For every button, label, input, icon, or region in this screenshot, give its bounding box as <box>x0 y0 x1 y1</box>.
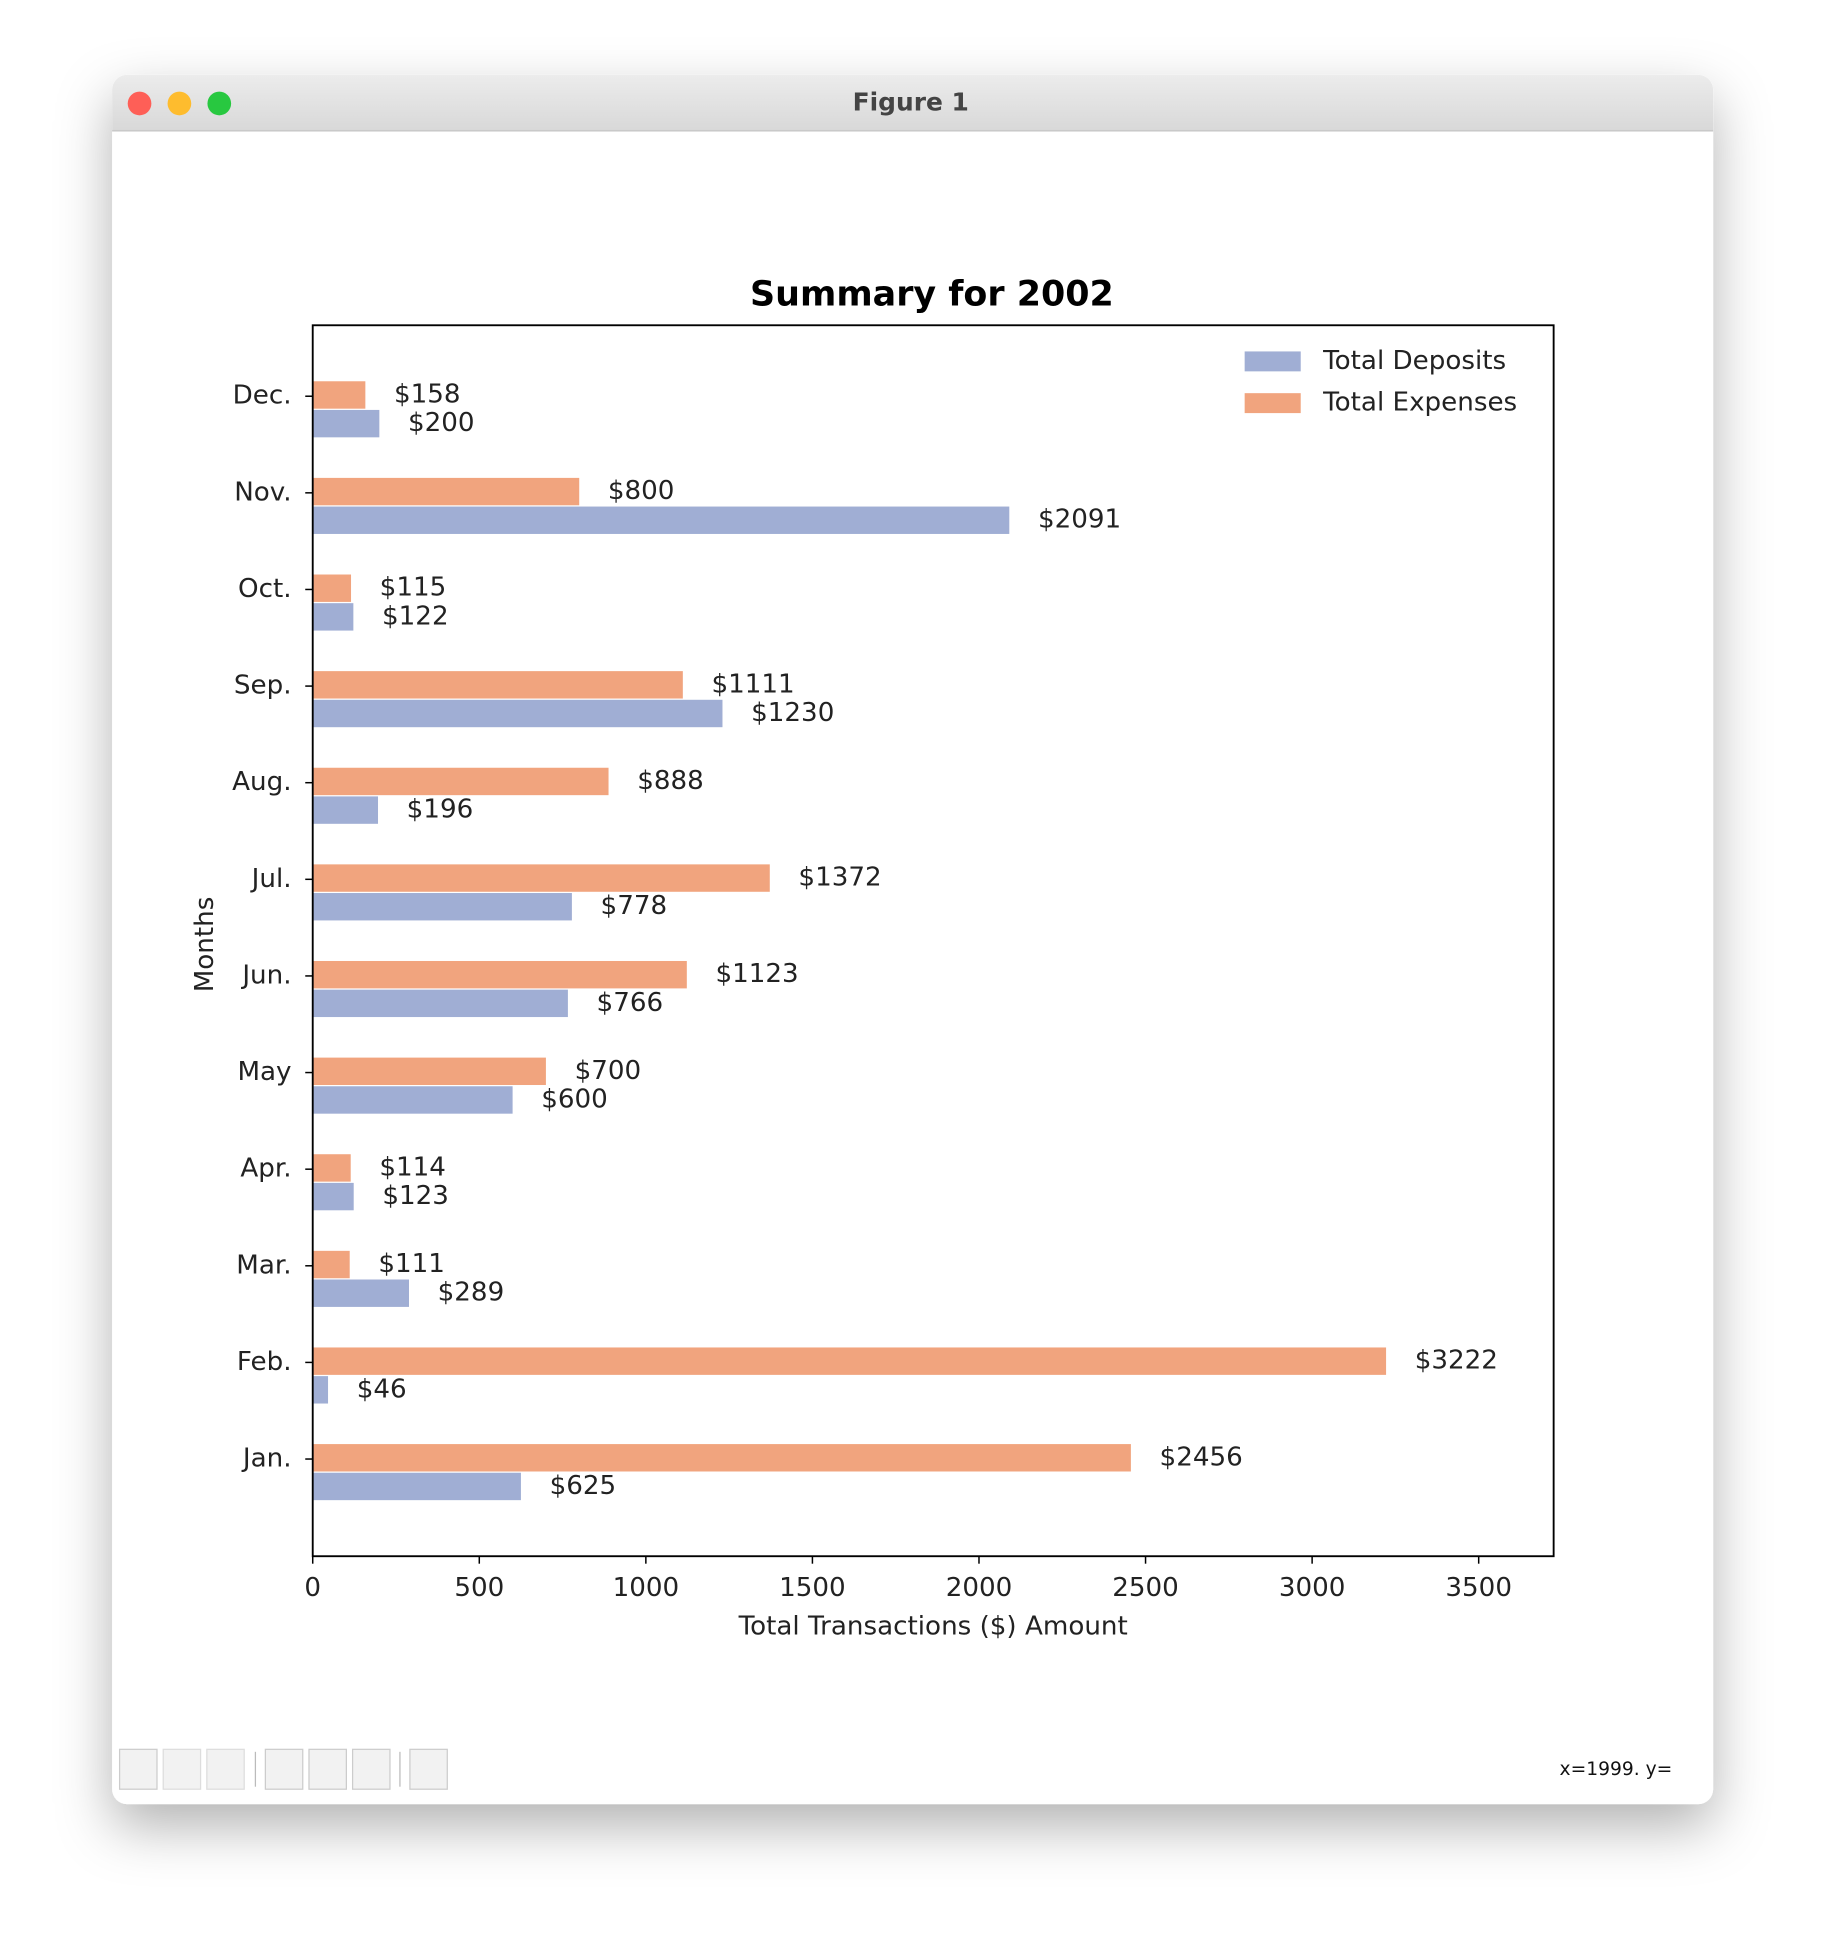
value-label: $1230 <box>751 698 834 728</box>
forward-button[interactable] <box>206 1748 245 1790</box>
x-tick-label: 3500 <box>1445 1573 1512 1603</box>
y-tick-label: Jan. <box>241 1444 292 1474</box>
x-axis-label: Total Transactions ($) Amount <box>738 1612 1128 1642</box>
value-label: $2456 <box>1160 1442 1243 1472</box>
value-label: $200 <box>408 408 475 438</box>
pan-button[interactable] <box>264 1748 304 1790</box>
minimize-button[interactable] <box>167 91 192 116</box>
y-tick-label: Dec. <box>233 381 292 411</box>
bar <box>312 1057 546 1086</box>
value-label: $625 <box>550 1471 617 1501</box>
window <box>112 74 1714 1805</box>
bar <box>312 506 1010 534</box>
y-tick-label: Jun. <box>240 960 291 990</box>
legend-label: Total Expenses <box>1322 388 1517 418</box>
value-label: $123 <box>382 1181 449 1211</box>
x-tick-label: 1000 <box>613 1573 680 1603</box>
legend-label: Total Deposits <box>1322 346 1506 376</box>
y-tick-label: Jul. <box>250 864 292 894</box>
y-axis-label: Months <box>190 897 220 993</box>
close-button[interactable] <box>127 91 152 116</box>
value-label: $114 <box>379 1152 446 1182</box>
value-label: $778 <box>601 891 668 921</box>
value-label: $2091 <box>1038 505 1121 535</box>
value-label: $700 <box>575 1056 642 1086</box>
x-tick-label: 2000 <box>946 1573 1013 1603</box>
bar <box>312 864 770 892</box>
x-tick-label: 500 <box>454 1573 504 1603</box>
legend-swatch <box>1244 351 1301 372</box>
plot-area: 0 500 1000 1500 2000 2500 3000 3500 Jan. Feb. Mar.… <box>232 324 1555 1603</box>
bar <box>312 699 723 728</box>
home-button[interactable] <box>118 1748 158 1790</box>
bar <box>312 1472 521 1501</box>
value-label: $111 <box>378 1249 445 1279</box>
bar <box>312 671 683 699</box>
bar <box>312 1250 350 1279</box>
bar <box>312 1086 513 1114</box>
bar <box>312 477 580 506</box>
bar <box>312 574 352 602</box>
legend-swatch <box>1244 393 1301 414</box>
bar <box>312 409 380 438</box>
bar <box>312 1182 354 1211</box>
value-label: $1123 <box>715 959 798 989</box>
window-title: Figure 1 <box>853 87 969 116</box>
value-label: $122 <box>382 601 449 631</box>
y-tick-label: Mar. <box>236 1250 291 1280</box>
value-label: $1372 <box>798 863 881 893</box>
bar <box>312 1444 1131 1472</box>
y-tick-label: Oct. <box>238 574 292 604</box>
value-label: $1111 <box>711 669 794 699</box>
zoom-rect-button[interactable] <box>308 1748 347 1790</box>
bar <box>312 1347 1387 1375</box>
y-tick-label: Sep. <box>234 671 292 701</box>
x-tick-label: 3000 <box>1279 1573 1346 1603</box>
bar <box>312 960 687 989</box>
y-tick-label: Apr. <box>240 1154 291 1184</box>
zoom-button[interactable] <box>207 91 232 116</box>
status-text: x=1999. y= <box>1560 1759 1673 1780</box>
value-label: $115 <box>380 573 447 603</box>
axes-frame <box>311 324 1555 1558</box>
bar <box>312 1154 351 1182</box>
bar <box>312 381 366 409</box>
x-tick-label: 0 <box>304 1573 321 1603</box>
x-tick-label: 1500 <box>779 1573 846 1603</box>
bar <box>312 1279 409 1307</box>
value-label: $766 <box>597 988 664 1018</box>
configure-button[interactable] <box>351 1748 391 1790</box>
bar <box>312 767 609 796</box>
value-label: $600 <box>541 1084 608 1114</box>
bar <box>312 796 379 824</box>
title-bar <box>112 74 1714 131</box>
y-tick-label: May <box>237 1057 291 1087</box>
bar <box>312 1376 329 1404</box>
value-label: $46 <box>357 1374 407 1404</box>
value-label: $3222 <box>1415 1346 1498 1376</box>
bar <box>312 989 568 1018</box>
value-label: $289 <box>438 1278 505 1308</box>
y-tick-label: Aug. <box>232 767 291 797</box>
bar <box>312 893 572 921</box>
back-button[interactable] <box>162 1748 202 1790</box>
value-label: $158 <box>394 379 461 409</box>
value-label: $800 <box>608 476 675 506</box>
y-tick-label: Feb. <box>237 1347 292 1377</box>
value-label: $196 <box>407 795 474 825</box>
save-button[interactable] <box>409 1748 448 1790</box>
value-label: $888 <box>637 766 704 796</box>
bar <box>312 603 354 631</box>
y-tick-label: Nov. <box>234 477 291 507</box>
toolbar <box>118 1748 448 1790</box>
chart-title: Summary for 2002 <box>750 274 1114 314</box>
x-tick-label: 2500 <box>1112 1573 1179 1603</box>
